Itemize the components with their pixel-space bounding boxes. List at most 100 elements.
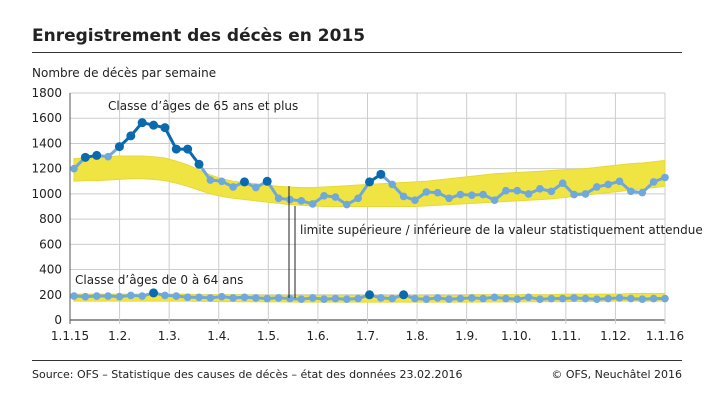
data-point — [183, 293, 192, 302]
data-point — [627, 187, 635, 196]
data-point — [536, 185, 544, 193]
x-tick-label: 1.2. — [108, 329, 131, 343]
data-point — [627, 294, 635, 303]
data-point — [377, 294, 385, 302]
chart-title: Enregistrement des décès en 2015 — [32, 26, 366, 46]
data-point — [70, 164, 78, 173]
data-point — [456, 294, 465, 303]
data-point — [388, 180, 397, 189]
data-point — [138, 292, 146, 300]
data-point — [536, 295, 544, 303]
data-point — [217, 292, 226, 301]
data-point — [206, 176, 215, 184]
copyright-note: © OFS, Neuchâtel 2016 — [551, 368, 682, 381]
y-tick-label: 600 — [39, 237, 62, 251]
data-point — [547, 187, 556, 196]
data-point — [240, 293, 249, 302]
data-point — [649, 294, 658, 303]
data-point — [593, 295, 601, 303]
data-point — [286, 294, 294, 303]
data-point — [80, 152, 90, 162]
y-tick-label: 0 — [54, 313, 62, 327]
data-point — [308, 200, 317, 208]
data-point — [342, 295, 351, 303]
data-point — [92, 150, 102, 160]
data-point — [206, 294, 215, 302]
data-point — [661, 294, 669, 303]
data-point — [354, 294, 362, 303]
data-point — [524, 190, 533, 198]
data-point — [558, 294, 567, 303]
y-tick-label: 400 — [39, 263, 62, 277]
data-point — [490, 293, 499, 302]
data-point — [172, 292, 181, 300]
data-point — [115, 292, 124, 301]
data-point — [365, 177, 374, 187]
data-point — [331, 193, 340, 201]
data-point — [422, 295, 431, 303]
data-point — [229, 294, 237, 302]
data-point — [479, 294, 487, 303]
data-point — [490, 196, 499, 204]
data-point — [297, 295, 306, 303]
data-point — [320, 295, 328, 303]
data-point — [331, 294, 340, 303]
data-point — [445, 194, 453, 203]
data-point — [183, 144, 193, 154]
data-point — [297, 197, 306, 205]
data-point — [581, 294, 590, 303]
data-point — [615, 294, 624, 302]
data-point — [252, 294, 260, 302]
data-point — [126, 131, 136, 141]
data-point — [399, 290, 409, 300]
x-tick-label: 1.8. — [406, 329, 429, 343]
data-point — [388, 294, 397, 303]
data-point — [171, 144, 181, 154]
data-point — [70, 292, 78, 300]
y-tick-label: 1000 — [31, 187, 62, 201]
data-point — [149, 288, 159, 298]
data-point — [104, 292, 112, 300]
data-point — [558, 179, 567, 187]
data-point — [376, 169, 386, 179]
x-tick-label: 1.6. — [306, 329, 329, 343]
data-point — [365, 290, 374, 300]
source-note: Source: OFS – Statistique des causes de … — [32, 368, 463, 381]
data-point — [127, 291, 135, 300]
title-divider — [32, 52, 682, 53]
data-point — [570, 190, 578, 199]
x-tick-label: 1.1.16 — [646, 329, 684, 343]
x-tick-label: 1.1.15 — [51, 329, 89, 343]
data-point — [604, 180, 612, 189]
y-tick-label: 200 — [39, 288, 62, 302]
y-tick-label: 1200 — [31, 162, 62, 176]
data-point — [467, 294, 476, 302]
x-tick-label: 1.3. — [158, 329, 181, 343]
data-point — [456, 190, 465, 199]
data-point — [615, 177, 624, 186]
data-point — [354, 194, 362, 203]
data-point — [160, 123, 170, 133]
x-tick-label: 1.4. — [207, 329, 230, 343]
data-point — [399, 192, 408, 201]
data-point — [81, 292, 90, 301]
x-tick-label: 1.10. — [501, 329, 532, 343]
data-point — [411, 294, 419, 303]
data-point — [467, 191, 476, 199]
data-point — [161, 291, 169, 300]
data-point — [262, 176, 272, 186]
data-point — [581, 190, 590, 198]
footer-divider — [32, 360, 682, 361]
x-tick-label: 1.9. — [455, 329, 478, 343]
data-point — [479, 190, 487, 199]
x-tick-label: 1.12. — [600, 329, 631, 343]
data-point — [92, 292, 101, 300]
data-point — [513, 295, 522, 303]
data-point — [194, 159, 204, 169]
data-point — [229, 183, 237, 191]
data-point — [239, 177, 249, 187]
data-point — [570, 294, 578, 302]
data-point — [114, 142, 124, 152]
data-point — [661, 173, 669, 182]
